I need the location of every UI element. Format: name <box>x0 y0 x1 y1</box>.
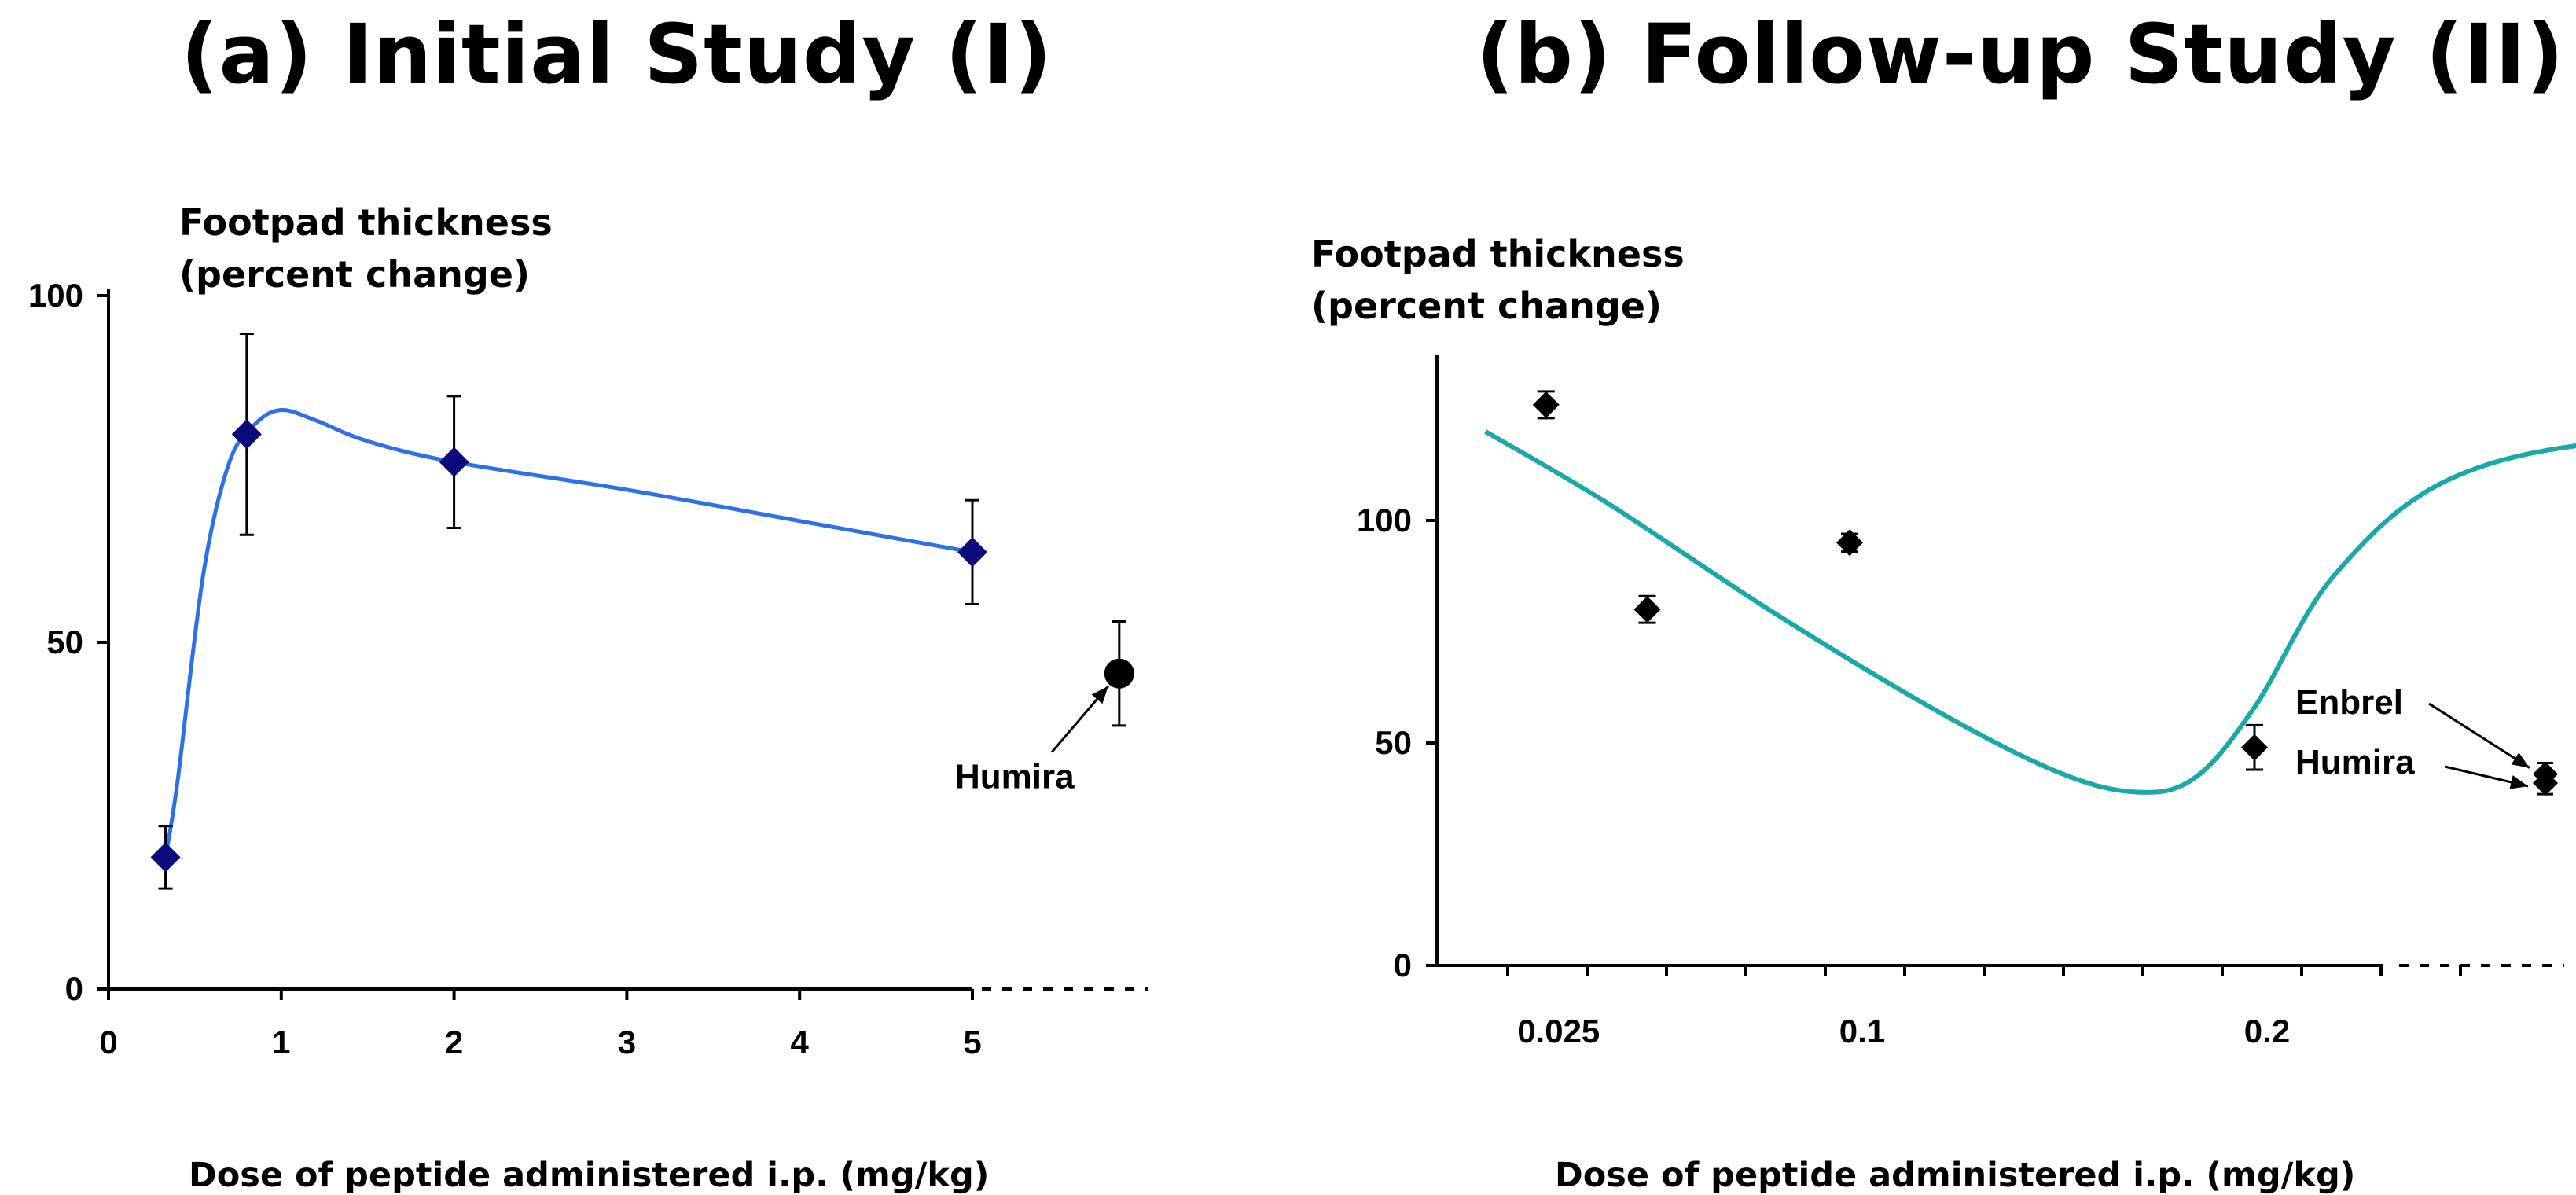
chart-b-y-axis-label-line-2: (percent change) <box>1311 285 1663 327</box>
chart-a-y-axis-label-line-2: (percent change) <box>179 253 531 296</box>
chart-a-data-point <box>231 419 262 450</box>
chart-b-y-tick-label: 50 <box>1375 724 1412 761</box>
chart-b-axes <box>1435 355 2564 967</box>
chart-b-data-point <box>1836 529 1863 557</box>
chart-b-humira-arrow-head <box>2509 775 2528 789</box>
chart-a-x-tick-label: 0 <box>99 1024 117 1061</box>
chart-b-y-axis-label: Footpad thickness (percent change) <box>1311 228 1685 332</box>
chart-a-x-tick-label: 5 <box>963 1024 981 1061</box>
chart-a-x-tick-label: 4 <box>791 1024 810 1061</box>
chart-a-y-tick-label: 100 <box>28 277 83 314</box>
chart-b-y-tick-label: 100 <box>1357 502 1412 539</box>
chart-a-y-axis-label-line-1: Footpad thickness <box>179 201 553 244</box>
chart-b-title: (b) Follow-up Study (II) <box>1476 6 2565 102</box>
chart-a-data-point <box>957 537 987 568</box>
chart-a-series-line <box>164 408 973 858</box>
chart-a-data-point <box>439 447 469 477</box>
chart-b-data-point <box>1532 391 1560 418</box>
chart-b-humira-label: Humira <box>2295 743 2415 781</box>
chart-a-y-tick-label: 0 <box>65 970 83 1007</box>
chart-b-x-tick-label: 0.025 <box>1517 1013 1600 1050</box>
chart-a-x-tick-label: 2 <box>445 1024 463 1061</box>
chart-a-x-tick-label: 1 <box>272 1024 290 1061</box>
chart-b-series-line <box>1483 429 2576 795</box>
chart-a-data-point <box>150 842 181 873</box>
chart-b-enbrel-arrow <box>2428 702 2530 769</box>
chart-b-data-point <box>1633 596 1661 623</box>
chart-b-y-axis-label-line-1: Footpad thickness <box>1311 233 1685 275</box>
chart-a-axes <box>107 289 1148 991</box>
chart-a-humira-label: Humira <box>955 758 1075 796</box>
chart-a-y-tick-label: 50 <box>46 623 83 660</box>
chart-b-enbrel-arrow-head <box>2511 752 2530 768</box>
chart-a-humira-point <box>1104 658 1134 689</box>
chart-a-x-tick-label: 3 <box>618 1024 636 1061</box>
chart-b-x-axis-label: Dose of peptide administered i.p. (mg/kg… <box>1555 1156 2356 1195</box>
chart-a-x-axis-label: Dose of peptide administered i.p. (mg/kg… <box>189 1156 990 1195</box>
chart-b-humira-point <box>2533 770 2558 796</box>
chart-a-humira-arrow-head <box>1091 686 1108 704</box>
chart-b-y-tick-label: 0 <box>1394 947 1412 984</box>
chart-b-humira-arrow <box>2444 765 2529 789</box>
chart-a-y-axis-label: Footpad thickness (percent change) <box>179 197 553 300</box>
chart-a-humira-arrow <box>1050 685 1109 753</box>
chart-a-title: (a) Initial Study (I) <box>181 6 1053 102</box>
chart-b-enbrel-label: Enbrel <box>2295 683 2403 722</box>
chart-b-enbrel-arrow-shaft <box>2428 702 2530 769</box>
chart-b-data-point <box>2241 734 2268 761</box>
chart-b-x-tick-label: 0.1 <box>1839 1013 1885 1050</box>
chart-a-plot: 0 50 100 0 1 2 3 4 5 Humira <box>28 277 1148 1061</box>
chart-b-x-tick-label: 0.2 <box>2244 1013 2290 1050</box>
